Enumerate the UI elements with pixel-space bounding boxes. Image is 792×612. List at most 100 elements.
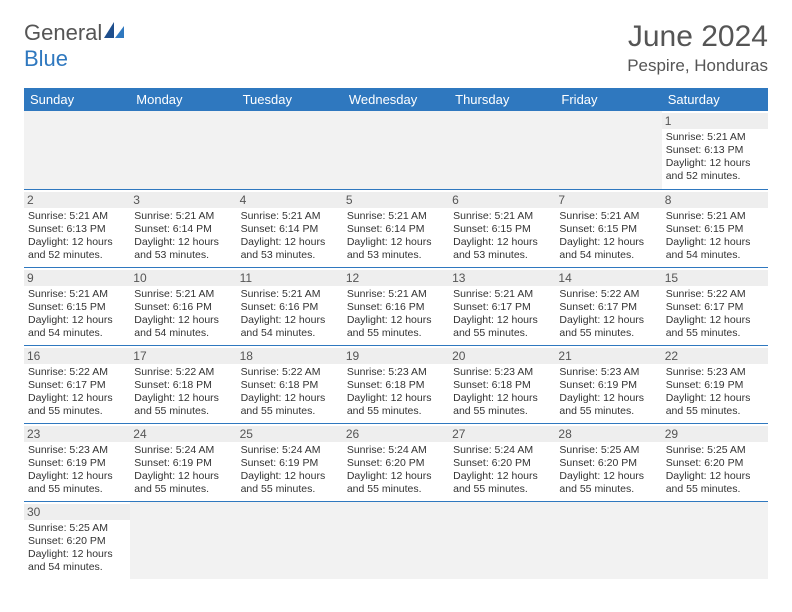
day-number: 28: [555, 426, 661, 442]
day-cell: 15 Sunrise: 5:22 AM Sunset: 6:17 PM Dayli…: [662, 267, 768, 345]
day-number: 30: [24, 504, 130, 520]
day-number: 7: [555, 192, 661, 208]
day-details: Sunrise: 5:22 AM Sunset: 6:18 PM Dayligh…: [134, 366, 232, 419]
blank-cell: [555, 111, 661, 189]
header: GeneralBlue June 2024 Pespire, Honduras: [24, 20, 768, 76]
day-details: Sunrise: 5:22 AM Sunset: 6:17 PM Dayligh…: [28, 366, 126, 419]
day-details: Sunrise: 5:21 AM Sunset: 6:15 PM Dayligh…: [28, 288, 126, 341]
day-cell: 21Sunrise: 5:23 AM Sunset: 6:19 PM Dayli…: [555, 345, 661, 423]
day-details: Sunrise: 5:21 AM Sunset: 6:15 PM Dayligh…: [666, 210, 764, 263]
day-cell: 14 Sunrise: 5:22 AM Sunset: 6:17 PM Dayli…: [555, 267, 661, 345]
day-cell: 4Sunrise: 5:21 AM Sunset: 6:14 PM Daylig…: [237, 189, 343, 267]
day-details: Sunrise: 5:24 AM Sunset: 6:19 PM Dayligh…: [134, 444, 232, 497]
day-number: 20: [449, 348, 555, 364]
day-number: 14: [555, 270, 661, 286]
blank-cell: [24, 111, 130, 189]
day-details: Sunrise: 5:21 AM Sunset: 6:17 PM Dayligh…: [453, 288, 551, 341]
title-block: June 2024 Pespire, Honduras: [627, 20, 768, 76]
day-number: 12: [343, 270, 449, 286]
day-cell: 10Sunrise: 5:21 AM Sunset: 6:16 PM Dayli…: [130, 267, 236, 345]
day-cell: 24 Sunrise: 5:24 AM Sunset: 6:19 PM Dayli…: [130, 423, 236, 501]
day-cell: 20 Sunrise: 5:23 AM Sunset: 6:18 PM Dayli…: [449, 345, 555, 423]
day-number: 15: [662, 270, 768, 286]
blank-cell: [237, 501, 343, 579]
day-number: 5: [343, 192, 449, 208]
day-details: Sunrise: 5:21 AM Sunset: 6:16 PM Dayligh…: [134, 288, 232, 341]
day-cell: 28Sunrise: 5:25 AM Sunset: 6:20 PM Dayli…: [555, 423, 661, 501]
calendar-table: SundayMondayTuesdayWednesdayThursdayFrid…: [24, 88, 768, 579]
day-number: 6: [449, 192, 555, 208]
blank-cell: [343, 111, 449, 189]
calendar-row: 2Sunrise: 5:21 AM Sunset: 6:13 PM Daylig…: [24, 189, 768, 267]
brand-logo: GeneralBlue: [24, 20, 126, 72]
calendar-row: 30Sunrise: 5:25 AM Sunset: 6:20 PM Dayli…: [24, 501, 768, 579]
day-details: Sunrise: 5:22 AM Sunset: 6:17 PM Dayligh…: [559, 288, 657, 341]
calendar-row: 16 Sunrise: 5:22 AM Sunset: 6:17 PM Dayli…: [24, 345, 768, 423]
blank-cell: [130, 501, 236, 579]
day-number: 9: [24, 270, 130, 286]
calendar-row: 9 Sunrise: 5:21 AM Sunset: 6:15 PM Daylig…: [24, 267, 768, 345]
sail-icon: [104, 20, 126, 46]
day-details: Sunrise: 5:21 AM Sunset: 6:15 PM Dayligh…: [453, 210, 551, 263]
day-header: Saturday: [662, 88, 768, 111]
day-header: Thursday: [449, 88, 555, 111]
month-title: June 2024: [627, 20, 768, 54]
brand-text: GeneralBlue: [24, 20, 126, 72]
day-details: Sunrise: 5:24 AM Sunset: 6:20 PM Dayligh…: [453, 444, 551, 497]
day-details: Sunrise: 5:23 AM Sunset: 6:19 PM Dayligh…: [28, 444, 126, 497]
day-cell: 1Sunrise: 5:21 AM Sunset: 6:13 PM Daylig…: [662, 111, 768, 189]
day-number: 29: [662, 426, 768, 442]
day-header-row: SundayMondayTuesdayWednesdayThursdayFrid…: [24, 88, 768, 111]
day-cell: 5 Sunrise: 5:21 AM Sunset: 6:14 PM Daylig…: [343, 189, 449, 267]
day-number: 11: [237, 270, 343, 286]
day-header: Tuesday: [237, 88, 343, 111]
day-details: Sunrise: 5:21 AM Sunset: 6:16 PM Dayligh…: [241, 288, 339, 341]
calendar-row: 1Sunrise: 5:21 AM Sunset: 6:13 PM Daylig…: [24, 111, 768, 189]
day-cell: 2Sunrise: 5:21 AM Sunset: 6:13 PM Daylig…: [24, 189, 130, 267]
day-number: 1: [662, 113, 768, 129]
day-number: 24: [130, 426, 236, 442]
location: Pespire, Honduras: [627, 56, 768, 76]
day-details: Sunrise: 5:21 AM Sunset: 6:14 PM Dayligh…: [134, 210, 232, 263]
day-number: 16: [24, 348, 130, 364]
day-details: Sunrise: 5:21 AM Sunset: 6:16 PM Dayligh…: [347, 288, 445, 341]
calendar-row: 23 Sunrise: 5:23 AM Sunset: 6:19 PM Dayli…: [24, 423, 768, 501]
day-details: Sunrise: 5:24 AM Sunset: 6:19 PM Dayligh…: [241, 444, 339, 497]
brand-part2: Blue: [24, 46, 68, 71]
day-number: 17: [130, 348, 236, 364]
day-cell: 23 Sunrise: 5:23 AM Sunset: 6:19 PM Dayli…: [24, 423, 130, 501]
day-details: Sunrise: 5:23 AM Sunset: 6:18 PM Dayligh…: [347, 366, 445, 419]
day-cell: 16 Sunrise: 5:22 AM Sunset: 6:17 PM Dayli…: [24, 345, 130, 423]
day-cell: 3 Sunrise: 5:21 AM Sunset: 6:14 PM Daylig…: [130, 189, 236, 267]
blank-cell: [130, 111, 236, 189]
day-cell: 7 Sunrise: 5:21 AM Sunset: 6:15 PM Daylig…: [555, 189, 661, 267]
day-cell: 25Sunrise: 5:24 AM Sunset: 6:19 PM Dayli…: [237, 423, 343, 501]
day-header: Friday: [555, 88, 661, 111]
day-cell: 6 Sunrise: 5:21 AM Sunset: 6:15 PM Daylig…: [449, 189, 555, 267]
day-number: 3: [130, 192, 236, 208]
day-cell: 26Sunrise: 5:24 AM Sunset: 6:20 PM Dayli…: [343, 423, 449, 501]
blank-cell: [555, 501, 661, 579]
day-cell: 27Sunrise: 5:24 AM Sunset: 6:20 PM Dayli…: [449, 423, 555, 501]
calendar-head: SundayMondayTuesdayWednesdayThursdayFrid…: [24, 88, 768, 111]
day-cell: 13 Sunrise: 5:21 AM Sunset: 6:17 PM Dayli…: [449, 267, 555, 345]
day-details: Sunrise: 5:24 AM Sunset: 6:20 PM Dayligh…: [347, 444, 445, 497]
day-details: Sunrise: 5:21 AM Sunset: 6:14 PM Dayligh…: [241, 210, 339, 263]
day-details: Sunrise: 5:22 AM Sunset: 6:17 PM Dayligh…: [666, 288, 764, 341]
day-cell: 19Sunrise: 5:23 AM Sunset: 6:18 PM Dayli…: [343, 345, 449, 423]
day-number: 13: [449, 270, 555, 286]
day-number: 23: [24, 426, 130, 442]
day-details: Sunrise: 5:23 AM Sunset: 6:18 PM Dayligh…: [453, 366, 551, 419]
day-cell: 22Sunrise: 5:23 AM Sunset: 6:19 PM Dayli…: [662, 345, 768, 423]
day-cell: 12 Sunrise: 5:21 AM Sunset: 6:16 PM Dayli…: [343, 267, 449, 345]
day-number: 8: [662, 192, 768, 208]
day-cell: 17 Sunrise: 5:22 AM Sunset: 6:18 PM Dayli…: [130, 345, 236, 423]
day-details: Sunrise: 5:23 AM Sunset: 6:19 PM Dayligh…: [559, 366, 657, 419]
day-details: Sunrise: 5:23 AM Sunset: 6:19 PM Dayligh…: [666, 366, 764, 419]
brand-part1: General: [24, 20, 102, 45]
day-details: Sunrise: 5:21 AM Sunset: 6:15 PM Dayligh…: [559, 210, 657, 263]
day-details: Sunrise: 5:21 AM Sunset: 6:14 PM Dayligh…: [347, 210, 445, 263]
day-cell: 29Sunrise: 5:25 AM Sunset: 6:20 PM Dayli…: [662, 423, 768, 501]
blank-cell: [237, 111, 343, 189]
day-details: Sunrise: 5:22 AM Sunset: 6:18 PM Dayligh…: [241, 366, 339, 419]
